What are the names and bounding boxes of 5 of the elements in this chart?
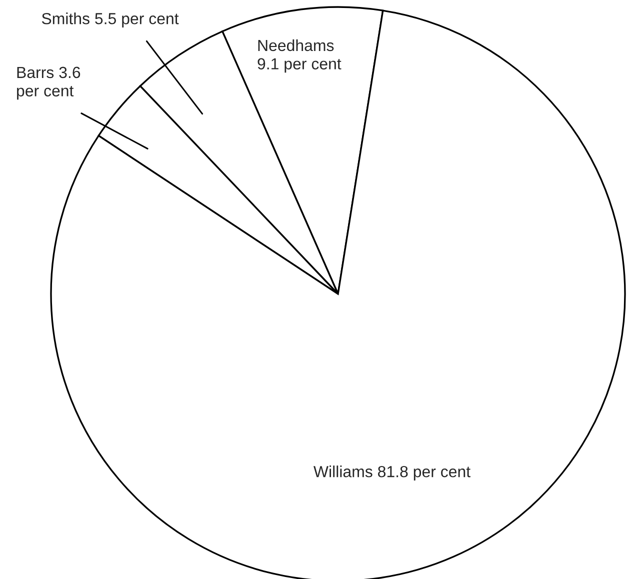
- slice-label: Needhams: [258, 39, 334, 52]
- data-label: 9.1 per cent: [258, 58, 342, 73]
- slice-label: Barrs 3.6 per cent: [17, 66, 80, 100]
- slice-label: Smiths 5.5 per cent: [42, 12, 179, 28]
- slice-label: Williams 81.8 per cent: [314, 466, 470, 480]
